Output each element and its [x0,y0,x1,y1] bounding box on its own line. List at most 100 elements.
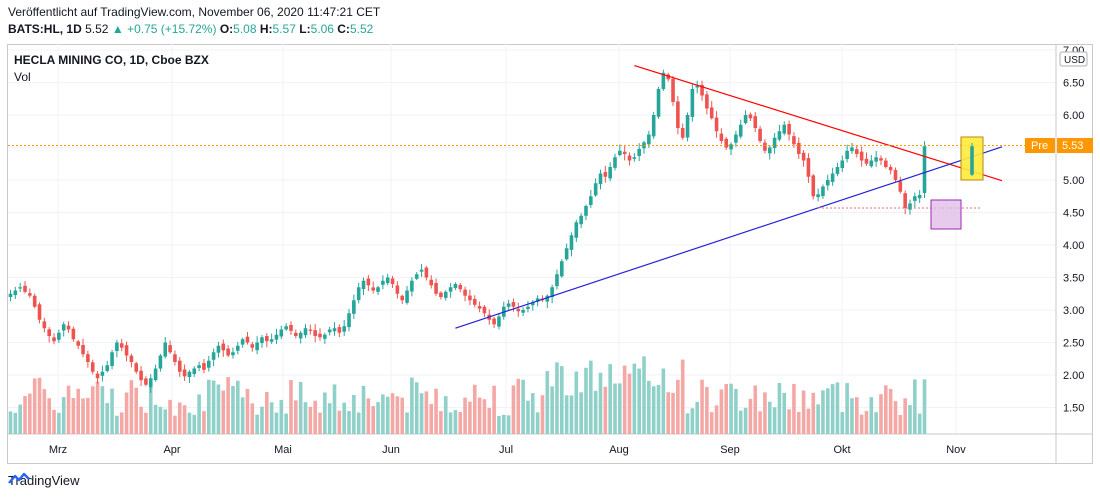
candle-body [690,89,695,117]
candle-body [231,352,235,356]
candle-body [226,348,230,356]
pre-value: 5.53 [1062,140,1083,152]
volume-bar [763,392,767,434]
volume-bar [255,414,259,434]
volume-bar [37,377,42,434]
candle-body [627,155,632,161]
volume-bar [825,388,830,434]
candle-body [458,284,463,290]
currency-box [1059,51,1088,67]
candle-body [129,355,134,362]
candle-body [71,328,76,340]
candle-body [729,144,733,150]
candle-body [656,89,661,117]
candle-body [564,248,569,260]
candle-body [356,287,361,301]
tradingview-brand[interactable]: TradingView [8,471,80,489]
published-line: Veröffentlicht auf TradingView.com, Nove… [8,5,381,19]
volume-bar [506,415,511,434]
volume-bar [371,406,375,434]
candle-body [187,371,192,378]
candle-body [680,127,685,138]
candle-body [37,304,42,320]
candle-body [603,172,608,177]
volume-bar [119,412,124,434]
candle-body [593,183,598,196]
candle-body [748,114,753,119]
volume-bar [18,404,22,434]
volume-bar [289,379,293,434]
candle-body [671,78,675,102]
volume-bar [526,400,530,434]
volume-bar [709,412,714,434]
volume-bar [796,412,801,434]
candle-body [400,295,405,301]
candle-body [700,84,704,96]
candle-body [381,280,385,285]
close-value: 5.52 [349,22,374,36]
candle-body [32,295,37,307]
chart-frame[interactable] [7,44,1093,464]
candle-body [888,167,893,171]
symbol: BATS:HL, 1D [8,22,82,36]
candle-body [313,330,317,336]
volume-bar [245,388,250,434]
volume-bar [787,409,791,434]
volume-bar [530,393,535,434]
candle-body [385,277,390,284]
candle-body [148,378,153,388]
volume-bar [458,411,463,434]
candle-body [705,94,709,109]
volume-bar [318,412,322,434]
volume-legend: Vol [14,70,31,84]
volume-bar [90,386,95,434]
volume-bar [864,411,869,434]
volume-bar [487,407,492,434]
candle-body [57,332,61,340]
volume-bar [124,392,129,434]
volume-bar [535,412,540,434]
volume-bar [168,399,172,434]
candle-body [792,136,796,145]
volume-bar [468,401,472,434]
volume-bar [516,378,521,434]
candle-body [840,160,845,169]
volume-bar [821,390,825,434]
volume-bar [642,356,646,434]
volume-bar [661,368,666,434]
volume-bar [28,393,32,434]
pre-value-badge [1057,138,1093,153]
candle-body [352,300,356,314]
volume-bar [540,395,545,434]
candle-body [110,352,114,366]
change-arrow-icon: ▲ [111,22,124,36]
candle-body [753,116,758,128]
candle-body [758,128,762,141]
volume-bar [323,392,327,434]
candle-body [569,235,574,250]
candle-body [361,280,366,290]
volume-bar [564,395,569,434]
candle-body [206,360,211,368]
candle-body [177,360,182,372]
candle-body [173,354,177,362]
x-tick-label: Okt [833,444,850,456]
volume-bar [366,398,371,434]
volume-bar [361,385,366,434]
currency-label: USD [1064,55,1085,66]
candle-body [869,160,874,167]
candle-body [787,124,791,135]
candle-body [284,326,288,330]
volume-bar [405,412,409,434]
volume-bar [202,411,206,434]
volume-bar [772,407,777,434]
candle-body [777,131,782,140]
candle-body [666,74,670,80]
candle-body [835,167,840,174]
candle-body [274,334,279,340]
volume-bar [110,388,114,434]
volume-bar [724,384,729,434]
candle-body [903,193,907,208]
volume-bar [76,388,81,434]
